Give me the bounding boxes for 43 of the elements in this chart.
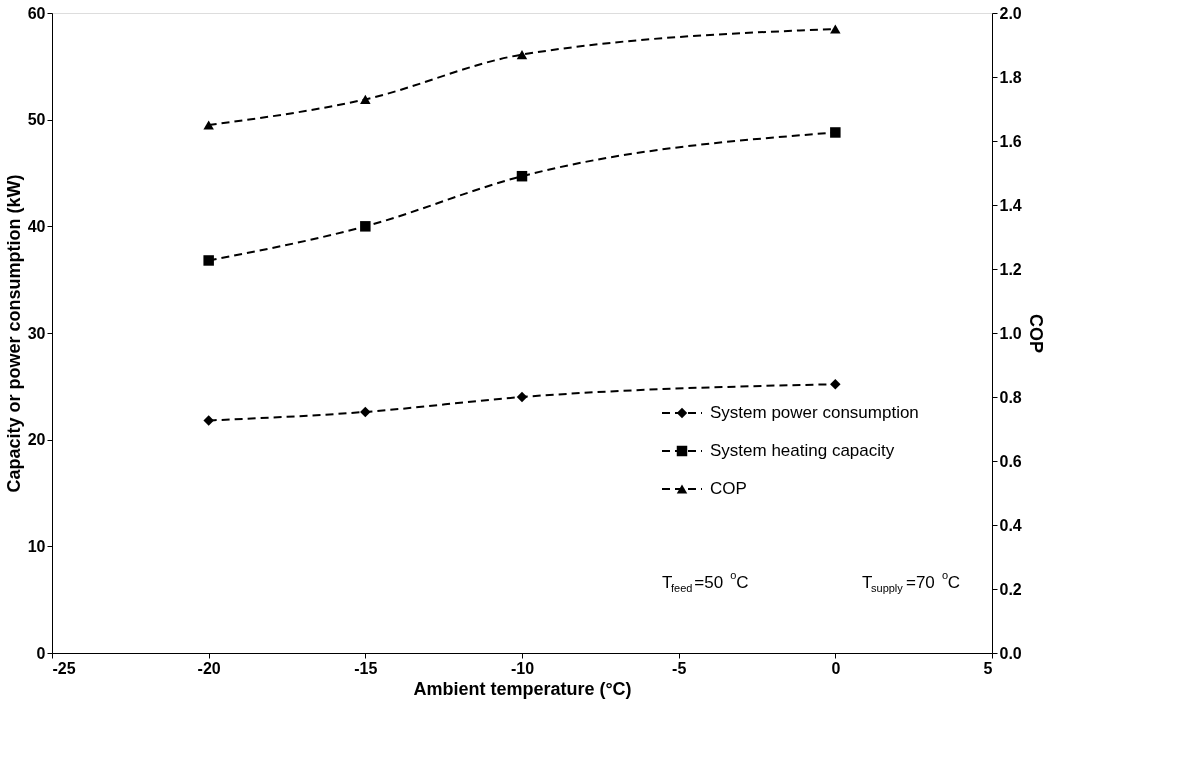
x-tick-label: -5 [672,659,687,677]
y2-tick-label: 1.8 [999,68,1022,86]
x-tick-label: -10 [510,659,535,677]
x-tick-label: -20 [197,659,221,677]
point [830,24,841,34]
point [516,391,528,403]
y2-tick-label: 2.0 [999,4,1022,22]
point [830,378,841,390]
y-axis-title: Capacity or power consumption (kW) [3,174,24,493]
point [830,127,841,138]
y-tick-label: 20 [27,431,46,449]
point [516,170,528,182]
y2-tick-label: 0.8 [999,388,1022,406]
point [360,94,371,104]
y2-tick-label: 1.2 [999,260,1022,278]
y-tick-label: 0 [36,644,46,662]
y-tick-label: 40 [27,217,46,235]
y2-tick-label: 0.0 [999,644,1022,662]
x-tick-label: 0 [831,659,841,677]
y-tick-label: 50 [27,111,46,129]
point [203,120,214,130]
legend-label: COP [710,479,747,498]
y2-tick-label: 1.4 [999,196,1022,214]
x-tick-label: -15 [354,659,378,677]
x-tick-label: 5 [983,659,993,677]
point [360,406,371,418]
y2-tick-label: 1.6 [999,132,1022,150]
point [360,221,371,232]
point [516,50,528,60]
legend-label: System power consumption [710,403,919,422]
point [203,415,214,426]
y-tick-label: 60 [27,4,46,22]
y2-tick-label: 0.2 [999,580,1022,598]
x-tick-label: -25 [52,659,76,677]
y-tick-label: 30 [27,324,46,342]
y-tick-label: 10 [27,537,46,555]
y2-axis-title: COP [1025,313,1046,354]
x-axis-title: Ambient temperature (°C) [413,678,632,699]
y2-tick-label: 1.0 [999,324,1022,342]
y2-tick-label: 0.6 [999,452,1022,470]
legend-label: System heating capacity [710,441,895,460]
point [203,255,214,266]
y2-tick-label: 0.4 [999,516,1022,534]
